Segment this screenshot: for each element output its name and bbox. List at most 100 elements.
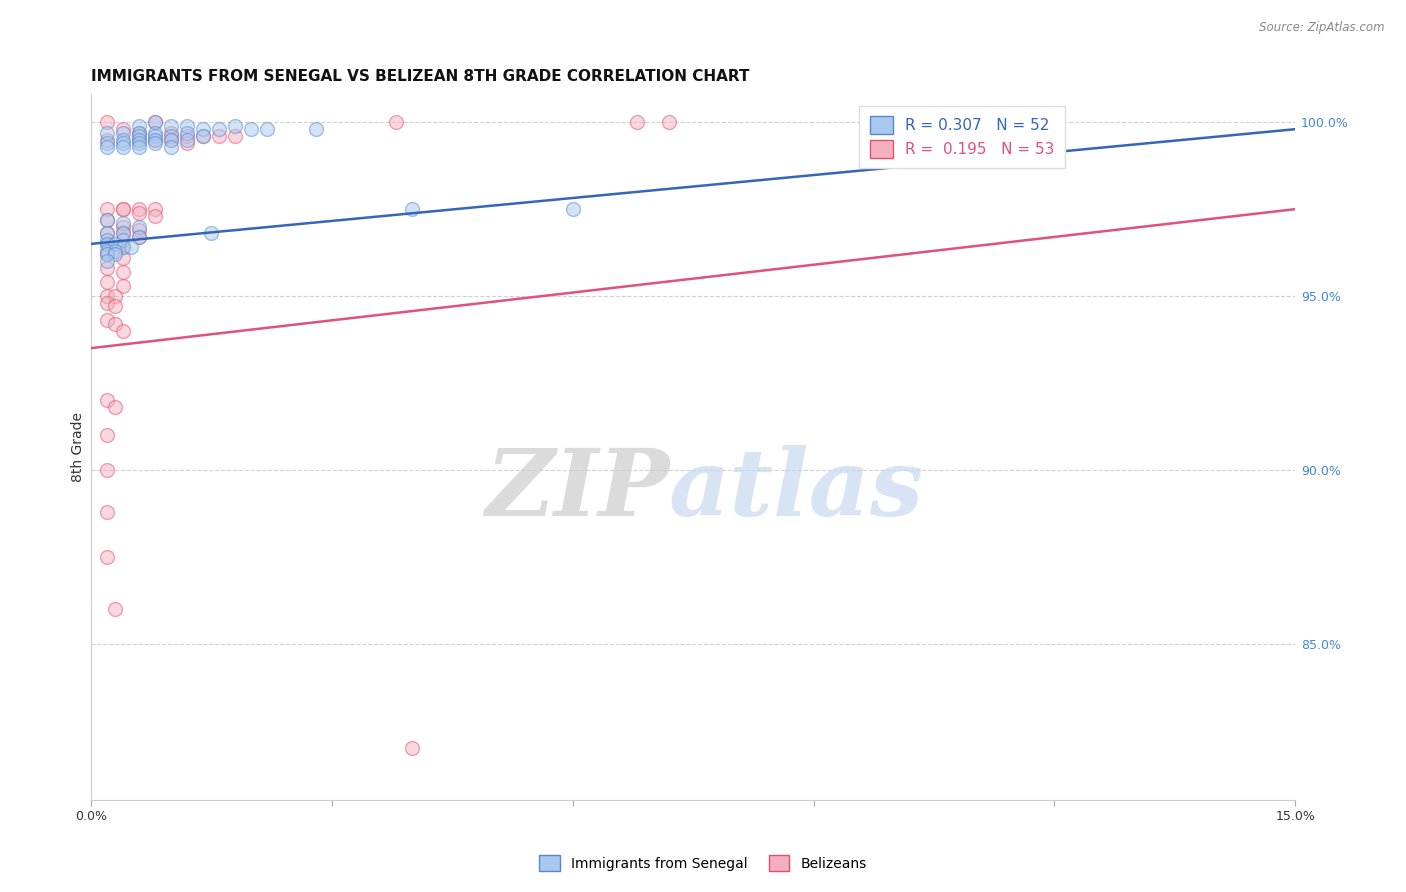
Legend: Immigrants from Senegal, Belizeans: Immigrants from Senegal, Belizeans [533,848,873,878]
Point [96,463,118,477]
Point [104,289,127,303]
Point [96,313,118,327]
Point [240,122,263,136]
Point [626,115,648,129]
Point [96,428,118,442]
Point [96,549,118,564]
Point [111,251,134,265]
Point [96,236,118,251]
Point [96,289,118,303]
Point [160,133,183,147]
Point [96,234,118,248]
Point [143,115,166,129]
Point [160,119,183,133]
Point [176,133,198,147]
Point [111,122,134,136]
Point [96,115,118,129]
Point [96,247,118,261]
Point [143,129,166,144]
Point [111,202,134,216]
Point [96,261,118,276]
Point [128,126,150,140]
Point [111,219,134,234]
Point [176,126,198,140]
Point [96,133,118,147]
Point [96,202,118,216]
Point [385,115,408,129]
Point [111,227,134,241]
Point [143,126,166,140]
Point [96,136,118,150]
Point [193,122,215,136]
Point [128,223,150,237]
Point [128,133,150,147]
Point [120,240,142,254]
Point [96,504,118,518]
Point [401,740,423,755]
Point [96,139,118,153]
Point [401,202,423,216]
Point [111,324,134,338]
Point [160,126,183,140]
Point [176,129,198,144]
Y-axis label: 8th Grade: 8th Grade [72,412,86,483]
Point [128,205,150,219]
Point [160,133,183,147]
Point [224,129,246,144]
Point [208,122,231,136]
Point [143,209,166,223]
Point [143,115,166,129]
Point [104,236,127,251]
Point [200,227,222,241]
Point [111,136,134,150]
Point [305,122,328,136]
Point [224,119,246,133]
Point [143,133,166,147]
Point [111,240,134,254]
Point [208,129,231,144]
Legend: R = 0.307   N = 52, R =  0.195   N = 53: R = 0.307 N = 52, R = 0.195 N = 53 [859,105,1064,169]
Point [160,139,183,153]
Point [96,212,118,227]
Point [193,129,215,144]
Point [128,230,150,244]
Point [96,212,118,227]
Point [176,119,198,133]
Point [128,139,150,153]
Text: Source: ZipAtlas.com: Source: ZipAtlas.com [1260,21,1385,34]
Point [96,244,118,258]
Point [128,230,150,244]
Point [143,202,166,216]
Point [561,202,583,216]
Text: atlas: atlas [669,444,924,534]
Point [111,139,134,153]
Point [176,136,198,150]
Point [143,133,166,147]
Point [256,122,278,136]
Point [104,300,127,314]
Point [104,401,127,415]
Point [128,219,150,234]
Point [128,136,150,150]
Point [96,247,118,261]
Point [96,393,118,408]
Point [104,317,127,331]
Text: IMMIGRANTS FROM SENEGAL VS BELIZEAN 8TH GRADE CORRELATION CHART: IMMIGRANTS FROM SENEGAL VS BELIZEAN 8TH … [91,69,749,84]
Point [111,234,134,248]
Point [96,296,118,310]
Point [111,126,134,140]
Point [128,129,150,144]
Point [193,129,215,144]
Point [96,254,118,268]
Point [96,275,118,289]
Point [128,126,150,140]
Point [143,136,166,150]
Point [96,236,118,251]
Point [128,133,150,147]
Point [96,126,118,140]
Point [111,278,134,293]
Point [104,244,127,258]
Text: ZIP: ZIP [485,444,669,534]
Point [128,119,150,133]
Point [111,240,134,254]
